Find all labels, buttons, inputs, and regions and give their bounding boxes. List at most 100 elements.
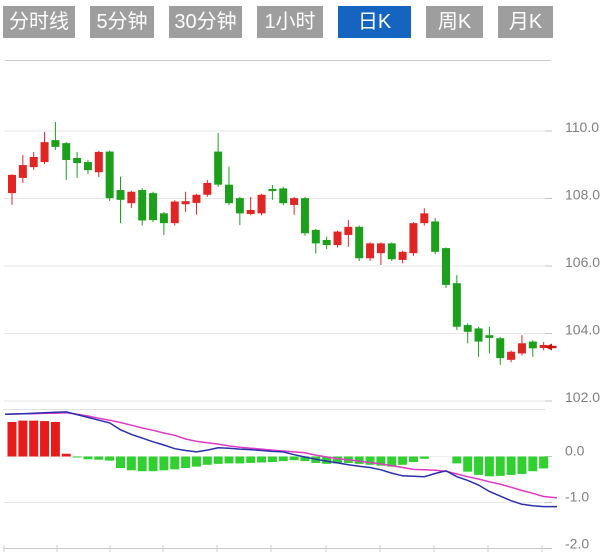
candle-body	[159, 213, 168, 224]
candle-body	[40, 142, 49, 163]
macd-bar	[300, 456, 310, 462]
candle-body	[452, 283, 461, 327]
candle-body	[105, 151, 114, 199]
price-axis-label: 104.0	[565, 322, 600, 338]
macd-bar	[528, 456, 538, 472]
price-axis-label: 110.0	[565, 119, 599, 135]
macd-bar	[105, 456, 115, 461]
macd-bar	[126, 456, 136, 471]
macd-bar	[29, 420, 39, 457]
candle-body	[474, 328, 483, 342]
candle-body	[170, 201, 179, 224]
macd-bar	[170, 456, 180, 470]
macd-bar	[159, 456, 169, 471]
price-axis-label: 108.0	[565, 187, 600, 203]
candle-body	[517, 343, 526, 354]
candle-body	[290, 198, 299, 205]
candle-body	[203, 182, 212, 195]
macd-bar	[191, 456, 201, 467]
candle-body	[116, 190, 125, 200]
tab-daily-k[interactable]: 日K	[338, 6, 411, 38]
tab-weekly-k[interactable]: 周K	[426, 6, 483, 38]
macd-bar	[463, 456, 473, 472]
tab-5min[interactable]: 5分钟	[90, 6, 154, 38]
macd-bar	[365, 456, 375, 465]
macd-axis-label: -1.0	[565, 489, 589, 505]
candle-body	[409, 223, 418, 254]
candle-body	[442, 248, 450, 285]
price-axis-label: 102.0	[565, 389, 600, 405]
tab-30min[interactable]: 30分钟	[169, 6, 242, 38]
candle-body	[192, 194, 201, 203]
candle-body	[322, 240, 331, 246]
macd-bar	[474, 456, 484, 475]
macd-bar	[278, 456, 288, 462]
candle-body	[127, 191, 136, 204]
tab-minute-line[interactable]: 分时线	[3, 6, 75, 38]
candle-body	[539, 344, 548, 349]
candle-body	[8, 174, 16, 194]
macd-bar	[202, 456, 212, 465]
candle-body	[300, 198, 309, 234]
candle-body	[333, 231, 342, 246]
dea-line	[4, 412, 558, 499]
tab-monthly-k[interactable]: 月K	[498, 6, 553, 38]
macd-bar	[213, 456, 223, 464]
candle-body	[279, 188, 288, 204]
candle-body	[311, 229, 320, 244]
candle-body	[485, 335, 494, 338]
candle-body	[366, 243, 375, 259]
macd-bar	[517, 456, 527, 474]
candle-body	[83, 162, 92, 171]
macd-bar	[376, 456, 386, 466]
candle-body	[398, 251, 407, 260]
macd-bar	[354, 456, 364, 464]
macd-bar	[387, 456, 397, 467]
tab-1hour[interactable]: 1小时	[257, 6, 323, 38]
current-price-marker-icon	[545, 343, 552, 351]
macd-bar	[148, 456, 158, 472]
macd-bar	[539, 456, 549, 469]
macd-axis-label: -2.0	[565, 536, 589, 552]
candle-body	[257, 194, 266, 214]
macd-bar	[61, 453, 71, 457]
candle-body	[387, 243, 396, 260]
macd-bar	[235, 456, 245, 464]
dif-line	[4, 411, 557, 508]
macd-bar	[40, 421, 50, 457]
macd-bar	[322, 456, 332, 464]
macd-bar	[452, 456, 462, 464]
candle-body	[463, 325, 472, 332]
macd-axis-label: 0.0	[565, 443, 585, 459]
macd-bar	[7, 422, 17, 457]
candle-body	[18, 165, 27, 178]
current-price-marker-tail	[552, 345, 557, 349]
macd-bar	[506, 456, 516, 475]
candle-body	[344, 226, 353, 235]
macd-bar	[94, 456, 104, 460]
candle-body	[420, 213, 429, 224]
macd-bar	[398, 456, 408, 465]
macd-bar	[50, 422, 60, 457]
candle-body	[94, 151, 103, 173]
macd-bar	[72, 456, 82, 458]
macd-bar	[484, 456, 494, 477]
candle-body	[507, 351, 516, 360]
macd-bar	[246, 456, 256, 463]
macd-bar	[116, 456, 125, 468]
candle-body	[149, 193, 158, 221]
macd-bar	[408, 456, 418, 463]
candle-body	[355, 226, 364, 259]
candle-body	[496, 338, 505, 359]
candle-body	[73, 158, 82, 164]
candle-body	[62, 143, 71, 161]
macd-bar	[289, 456, 299, 461]
macd-bar	[137, 456, 147, 472]
candle-body	[51, 140, 60, 147]
macd-bar	[224, 456, 234, 464]
macd-bar	[419, 456, 429, 459]
macd-bar	[257, 456, 267, 463]
candle-body	[29, 156, 38, 168]
